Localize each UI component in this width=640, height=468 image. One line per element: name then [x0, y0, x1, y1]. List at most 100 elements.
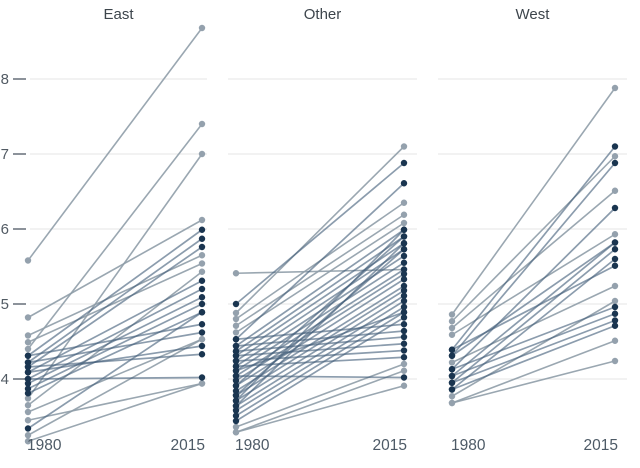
- data-point-2015: [400, 180, 408, 187]
- data-point-1980: [232, 270, 240, 277]
- slope-line-dark: [27, 376, 203, 380]
- data-point-1980: [232, 363, 240, 370]
- data-point-2015: [611, 84, 619, 92]
- panel-title-other: Other: [303, 6, 342, 23]
- slope-line-dark: [235, 248, 405, 362]
- data-point-2015: [400, 374, 408, 381]
- slope-line-dark: [235, 248, 405, 397]
- data-point-1980: [232, 357, 240, 365]
- data-point-2015: [198, 294, 206, 301]
- y-axis-tick-label: 4: [1, 371, 9, 388]
- data-point-2015: [198, 260, 206, 267]
- slope-line-light: [27, 382, 203, 443]
- data-point-1980: [232, 387, 240, 395]
- slope-line-dark: [451, 264, 616, 351]
- slope-line-dark: [451, 258, 616, 391]
- data-point-1980: [24, 425, 32, 432]
- data-point-2015: [400, 282, 408, 290]
- data-point-1980: [448, 372, 456, 380]
- data-point-2015: [400, 259, 408, 266]
- data-point-2015: [198, 252, 206, 259]
- data-point-1980: [24, 359, 32, 366]
- data-point-2015: [198, 216, 206, 224]
- data-point-2015: [611, 239, 619, 246]
- x-axis-label-1980: 1980: [451, 437, 486, 454]
- y-axis-tick-label: 5: [1, 296, 9, 313]
- slope-line-dark: [27, 345, 203, 374]
- data-point-1980: [232, 372, 240, 380]
- slope-line-light: [235, 363, 405, 428]
- data-point-2015: [611, 317, 619, 324]
- data-point-1980: [232, 397, 240, 404]
- data-point-1980: [448, 399, 456, 407]
- data-point-2015: [198, 285, 206, 293]
- data-point-2015: [400, 252, 408, 260]
- data-point-1980: [24, 380, 32, 387]
- data-point-2015: [400, 309, 408, 316]
- data-point-1980: [232, 417, 240, 425]
- slope-line-dark: [235, 311, 405, 417]
- slope-line-dark: [451, 162, 616, 357]
- data-point-2015: [400, 233, 408, 240]
- slope-line-light: [235, 384, 405, 434]
- data-point-1980: [24, 438, 32, 445]
- data-point-1980: [232, 367, 240, 374]
- data-point-1980: [24, 395, 32, 402]
- data-point-1980: [24, 402, 32, 409]
- slope-line-dark: [451, 319, 616, 384]
- data-point-2015: [198, 226, 206, 233]
- data-point-2015: [400, 360, 408, 368]
- data-point-1980: [24, 257, 32, 264]
- data-point-1980: [24, 363, 32, 371]
- data-point-1980: [24, 352, 32, 359]
- data-point-2015: [400, 340, 408, 347]
- slope-line-dark: [27, 331, 203, 364]
- data-point-2015: [611, 143, 619, 150]
- data-point-2015: [611, 187, 619, 194]
- data-point-1980: [24, 339, 32, 346]
- data-point-2015: [198, 277, 206, 284]
- slope-line-light: [235, 214, 405, 327]
- data-point-1980: [448, 352, 456, 359]
- data-point-1980: [448, 359, 456, 366]
- data-point-2015: [611, 357, 619, 365]
- data-point-2015: [611, 255, 619, 263]
- slope-line-light: [27, 153, 203, 399]
- slope-line-dark: [27, 229, 203, 357]
- data-point-2015: [400, 287, 408, 294]
- slope-line-dark: [235, 330, 405, 347]
- data-point-2015: [198, 329, 206, 336]
- data-point-2015: [611, 153, 619, 160]
- data-point-2015: [400, 292, 408, 299]
- slope-line-light: [235, 369, 405, 434]
- data-point-1980: [232, 315, 240, 323]
- slope-line-dark: [235, 273, 405, 382]
- slope-line-light: [451, 233, 616, 336]
- data-point-2015: [400, 266, 408, 273]
- data-point-2015: [400, 347, 408, 354]
- data-point-2015: [611, 310, 619, 317]
- data-point-1980: [232, 377, 240, 384]
- slope-line-dark: [235, 295, 405, 402]
- slope-line-light: [27, 262, 203, 343]
- data-point-2015: [198, 120, 206, 128]
- slope-line-dark: [235, 162, 405, 305]
- data-point-2015: [400, 333, 408, 341]
- data-point-2015: [400, 246, 408, 253]
- data-point-2015: [611, 322, 619, 329]
- slope-line-dark: [235, 316, 405, 422]
- data-point-2015: [611, 262, 619, 269]
- data-point-2015: [400, 211, 408, 218]
- slope-line-light: [27, 123, 203, 350]
- data-point-2015: [198, 268, 206, 275]
- data-point-2015: [611, 159, 619, 167]
- data-point-2015: [198, 300, 206, 308]
- data-point-1980: [448, 346, 456, 353]
- data-point-1980: [232, 423, 240, 431]
- data-point-2015: [400, 143, 408, 150]
- data-point-1980: [24, 314, 32, 321]
- slope-line-light: [235, 145, 405, 314]
- data-point-1980: [232, 300, 240, 308]
- data-point-1980: [232, 402, 240, 410]
- slope-line-light: [451, 155, 616, 322]
